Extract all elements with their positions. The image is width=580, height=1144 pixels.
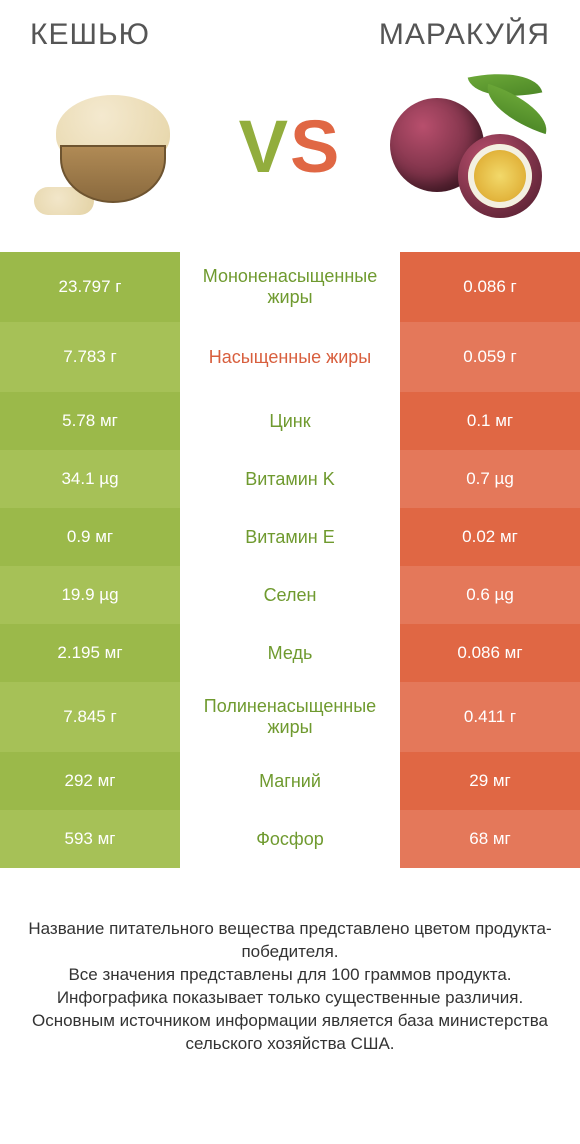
nutrient-label: Насыщенные жиры [180,322,400,392]
right-product-image [385,64,550,229]
left-value-cell: 7.783 г [0,322,180,392]
table-row: 23.797 гМононенасыщенные жиры0.086 г [0,252,580,322]
nutrient-label: Селен [180,566,400,624]
table-row: 292 мгМагний29 мг [0,752,580,810]
left-value-cell: 0.9 мг [0,508,180,566]
header: КЕШЬЮ MАРАКУЙЯ [0,0,580,52]
hero-row: VS [0,52,580,252]
nutrient-label: Фосфор [180,810,400,868]
footer-line: Основным источником информации является … [26,1010,554,1056]
cashew-icon [38,71,188,221]
right-product-title: MАРАКУЙЯ [379,18,550,52]
table-row: 2.195 мгМедь0.086 мг [0,624,580,682]
table-row: 7.845 гПолиненасыщенные жиры0.411 г [0,682,580,752]
right-value-cell: 29 мг [400,752,580,810]
nutrient-label: Витамин E [180,508,400,566]
right-value-cell: 0.086 г [400,252,580,322]
left-value-cell: 19.9 µg [0,566,180,624]
footer-line: Инфографика показывает только существенн… [26,987,554,1010]
left-value-cell: 2.195 мг [0,624,180,682]
left-value-cell: 23.797 г [0,252,180,322]
left-value-cell: 7.845 г [0,682,180,752]
footer-notes: Название питательного вещества представл… [0,868,580,1056]
vs-label: VS [239,104,342,189]
right-value-cell: 0.7 µg [400,450,580,508]
table-row: 34.1 µgВитамин K0.7 µg [0,450,580,508]
comparison-table: 23.797 гМононенасыщенные жиры0.086 г7.78… [0,252,580,868]
nutrient-label: Полиненасыщенные жиры [180,682,400,752]
table-row: 5.78 мгЦинк0.1 мг [0,392,580,450]
nutrient-label: Цинк [180,392,400,450]
table-row: 0.9 мгВитамин E0.02 мг [0,508,580,566]
right-value-cell: 68 мг [400,810,580,868]
vs-v: V [239,105,290,188]
left-product-title: КЕШЬЮ [30,18,150,52]
passionfruit-icon [388,66,548,226]
left-product-image [30,64,195,229]
right-value-cell: 0.411 г [400,682,580,752]
footer-line: Название питательного вещества представл… [26,918,554,964]
nutrient-label: Витамин K [180,450,400,508]
right-value-cell: 0.1 мг [400,392,580,450]
left-value-cell: 292 мг [0,752,180,810]
table-row: 19.9 µgСелен0.6 µg [0,566,580,624]
nutrient-label: Магний [180,752,400,810]
nutrient-label: Медь [180,624,400,682]
nutrient-label: Мононенасыщенные жиры [180,252,400,322]
right-value-cell: 0.6 µg [400,566,580,624]
table-row: 7.783 гНасыщенные жиры0.059 г [0,322,580,392]
left-value-cell: 34.1 µg [0,450,180,508]
table-row: 593 мгФосфор68 мг [0,810,580,868]
right-value-cell: 0.059 г [400,322,580,392]
left-value-cell: 593 мг [0,810,180,868]
vs-s: S [290,105,341,188]
right-value-cell: 0.086 мг [400,624,580,682]
left-value-cell: 5.78 мг [0,392,180,450]
right-value-cell: 0.02 мг [400,508,580,566]
footer-line: Все значения представлены для 100 граммо… [26,964,554,987]
